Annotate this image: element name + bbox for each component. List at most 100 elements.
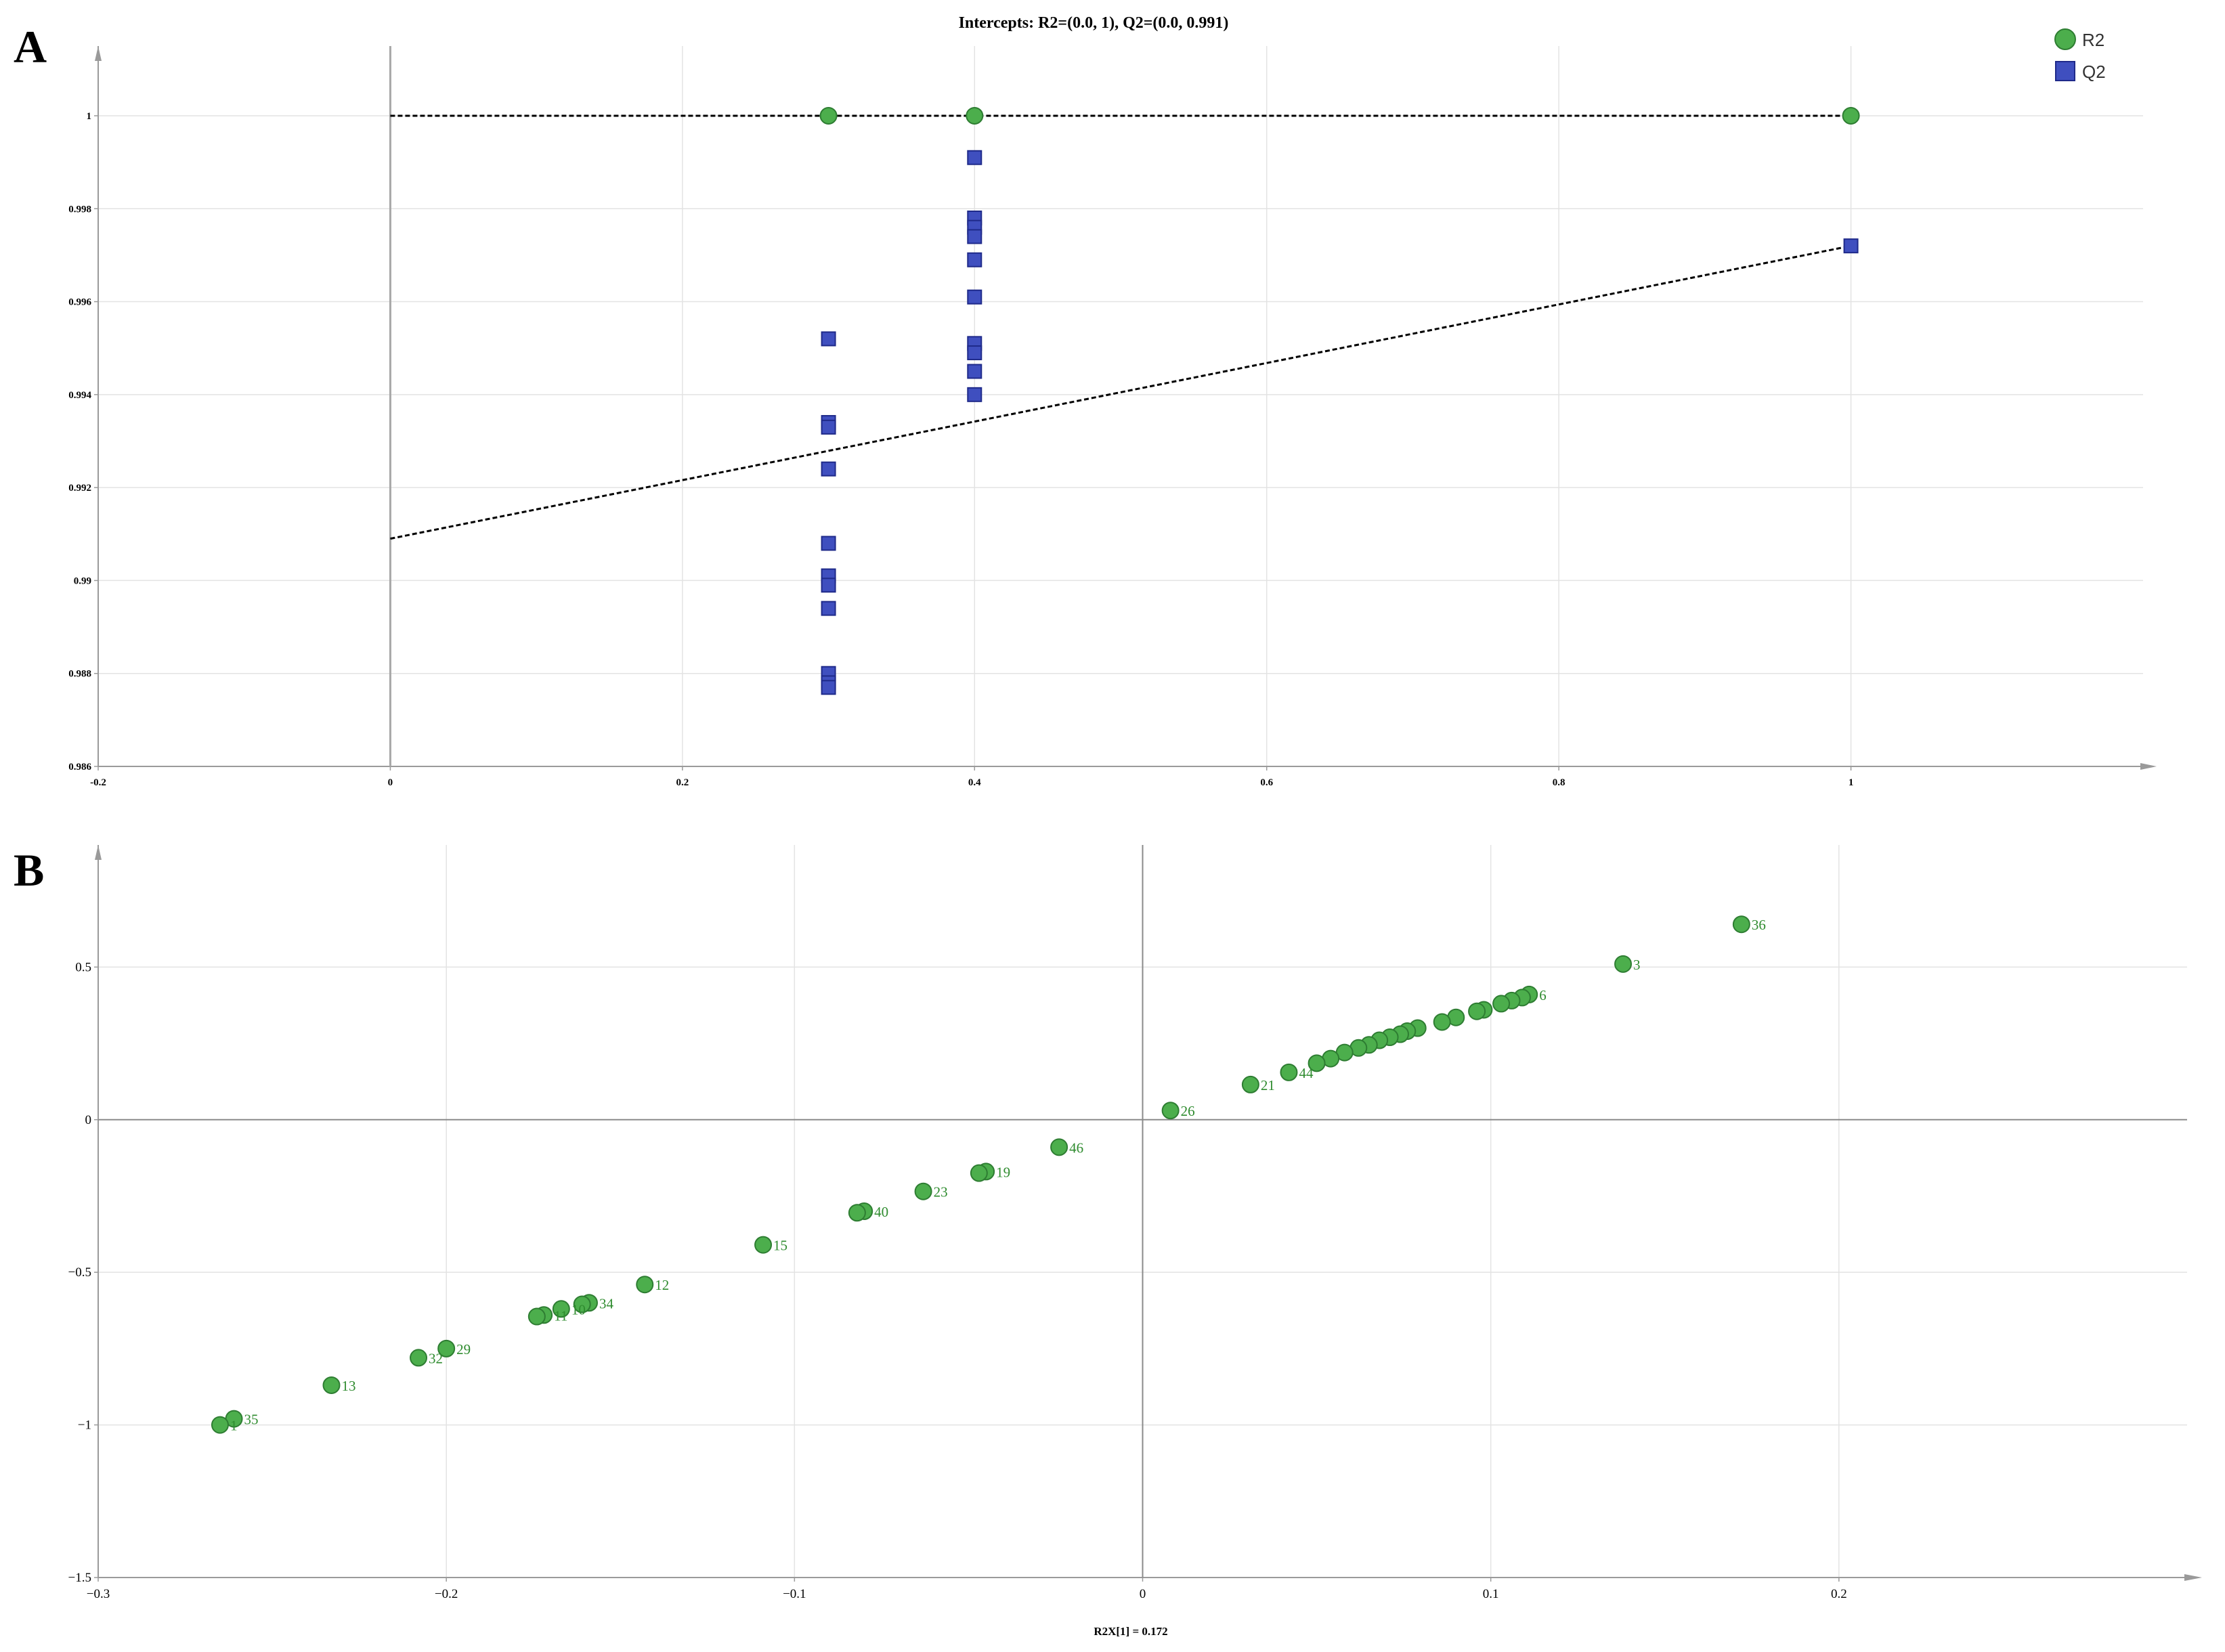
- a-ytick-label-2: 0.99: [74, 575, 91, 586]
- b-point-29: [754, 1236, 773, 1254]
- b-point-36: [437, 1339, 456, 1357]
- b-point-7: [1468, 1002, 1486, 1020]
- b-ytick-label-4: 0.5: [75, 960, 91, 974]
- legend-q2-label: Q2: [2082, 62, 2106, 82]
- b-point-20: [1280, 1063, 1298, 1081]
- a-point-q2-11: [967, 150, 982, 165]
- a-point-r2-2: [1842, 106, 1860, 125]
- a-point-q2-16: [967, 289, 982, 305]
- a-ytick-label-6: 0.998: [68, 204, 91, 215]
- b-point-0: [1732, 915, 1750, 934]
- b-ytick-label-1: −1: [78, 1418, 91, 1433]
- a-ytick-label-5: 0.996: [68, 297, 91, 308]
- b-point-38: [322, 1376, 341, 1394]
- a-ytick-label-4: 0.994: [68, 390, 91, 401]
- a-xtick-label-6: 1: [1849, 777, 1854, 788]
- b-point-label-0: 36: [1752, 917, 1766, 933]
- a-point-q2-14: [967, 229, 982, 244]
- panel-b-x-axis-label: R2X[1] = 0.172: [1094, 1625, 1167, 1638]
- legend-r2-label: R2: [2082, 30, 2104, 50]
- panel-b-x-tick-labels: −0.3 −0.2 −0.1 0 0.1 0.2: [87, 1578, 1847, 1601]
- panel-a-points: [819, 106, 1860, 695]
- a-point-q2-6: [821, 578, 836, 593]
- a-xtick-label-5: 0.8: [1553, 777, 1565, 788]
- b-ytick-label-3: 0: [85, 1113, 92, 1127]
- b-point-label-36: 29: [456, 1341, 471, 1357]
- b-point-label-20: 44: [1299, 1065, 1314, 1081]
- b-point-label-23: 46: [1069, 1139, 1083, 1156]
- panel-a-permutation-plot: A Intercepts: R2=(0.0, 1), Q2=(0.0, 0.99…: [14, 14, 2157, 788]
- a-y-axis-arrow: [95, 46, 102, 61]
- a-xtick-label-0: -0.2: [90, 777, 106, 788]
- panel-a-legend: R2 Q2: [2054, 28, 2106, 82]
- b-point-label-1: 3: [1633, 957, 1641, 973]
- panel-a-axes: [95, 46, 2157, 770]
- b-point-label-38: 13: [341, 1378, 355, 1394]
- a-xtick-label-2: 0.2: [676, 777, 689, 788]
- a-ytick-label-0: 0.986: [68, 762, 91, 773]
- panel-a-x-tick-labels: -0.2 0 0.2 0.4 0.6 0.8 1: [90, 766, 1853, 788]
- panel-a-y-tick-labels: 0.986 0.988 0.99 0.992 0.994 0.996 0.998 1: [68, 111, 98, 773]
- b-point-label-22: 26: [1181, 1103, 1195, 1119]
- b-point-label-26: 23: [934, 1184, 948, 1200]
- b-ytick-label-0: −1.5: [68, 1571, 91, 1585]
- b-xtick-label-0: −0.3: [87, 1587, 110, 1601]
- panel-b-points: [211, 915, 1750, 1434]
- a-point-q2-0: [821, 331, 836, 347]
- b-point-40: [211, 1416, 229, 1434]
- a-point-q2-21: [1843, 238, 1859, 254]
- b-point-21: [1241, 1075, 1259, 1093]
- b-point-28: [848, 1204, 866, 1222]
- a-point-r2-0: [819, 106, 838, 125]
- b-point-23: [1050, 1138, 1068, 1156]
- legend-r2-marker: [2054, 28, 2076, 50]
- b-point-label-31: 34: [599, 1295, 614, 1311]
- b-point-label-34: 11: [554, 1307, 567, 1324]
- b-point-label-27: 40: [874, 1204, 888, 1220]
- b-point-32: [573, 1295, 591, 1313]
- b-point-25: [970, 1164, 988, 1182]
- b-point-19: [1308, 1054, 1326, 1072]
- b-point-35: [527, 1307, 546, 1326]
- b-point-1: [1614, 955, 1633, 973]
- a-xtick-label-1: 0: [388, 777, 393, 788]
- a-point-q2-20: [967, 387, 982, 402]
- panel-a-title: Intercepts: R2=(0.0, 1), Q2=(0.0, 0.991): [959, 14, 1229, 32]
- a-ytick-label-1: 0.988: [68, 669, 91, 680]
- a-xtick-label-4: 0.6: [1260, 777, 1273, 788]
- a-ytick-label-7: 1: [87, 111, 92, 122]
- a-point-q2-3: [821, 461, 836, 477]
- b-point-label-24: 19: [996, 1164, 1010, 1180]
- b-point-26: [914, 1182, 932, 1200]
- panel-b-y-tick-labels: −1.5 −1 −0.5 0 0.5: [68, 960, 98, 1585]
- a-point-q2-2: [821, 419, 836, 435]
- b-point-label-33: 10: [571, 1301, 586, 1318]
- a-point-q2-7: [821, 601, 836, 616]
- b-x-axis-arrow: [2184, 1574, 2202, 1581]
- b-xtick-label-2: −0.1: [783, 1587, 806, 1601]
- b-point-label-37: 32: [429, 1350, 443, 1366]
- b-point-label-40: 1: [230, 1418, 238, 1434]
- panel-b-score-plot: B −0.3 −0.2 −0.1 0 0.1 0.2 −1.5−1−0.500.5 363…: [14, 844, 2202, 1638]
- b-xtick-label-5: 0.2: [1831, 1587, 1847, 1601]
- b-point-9: [1433, 1013, 1451, 1031]
- b-point-label-30: 12: [655, 1277, 669, 1293]
- a-ytick-label-3: 0.992: [68, 483, 91, 494]
- a-point-q2-19: [967, 364, 982, 379]
- a-point-q2-10: [821, 680, 836, 695]
- b-point-5: [1492, 995, 1511, 1013]
- a-xtick-label-3: 0.4: [968, 777, 981, 788]
- b-point-label-2: 6: [1539, 987, 1547, 1003]
- b-point-33: [552, 1300, 570, 1318]
- panel-a-regression-lines: [390, 114, 1851, 540]
- a-point-q2-4: [821, 536, 836, 551]
- panel-a-letter: A: [14, 21, 47, 72]
- b-point-label-21: 21: [1261, 1077, 1275, 1093]
- b-point-22: [1161, 1102, 1180, 1120]
- b-y-axis-arrow: [95, 845, 102, 860]
- legend-q2-marker: [2055, 61, 2075, 81]
- b-point-30: [636, 1276, 654, 1294]
